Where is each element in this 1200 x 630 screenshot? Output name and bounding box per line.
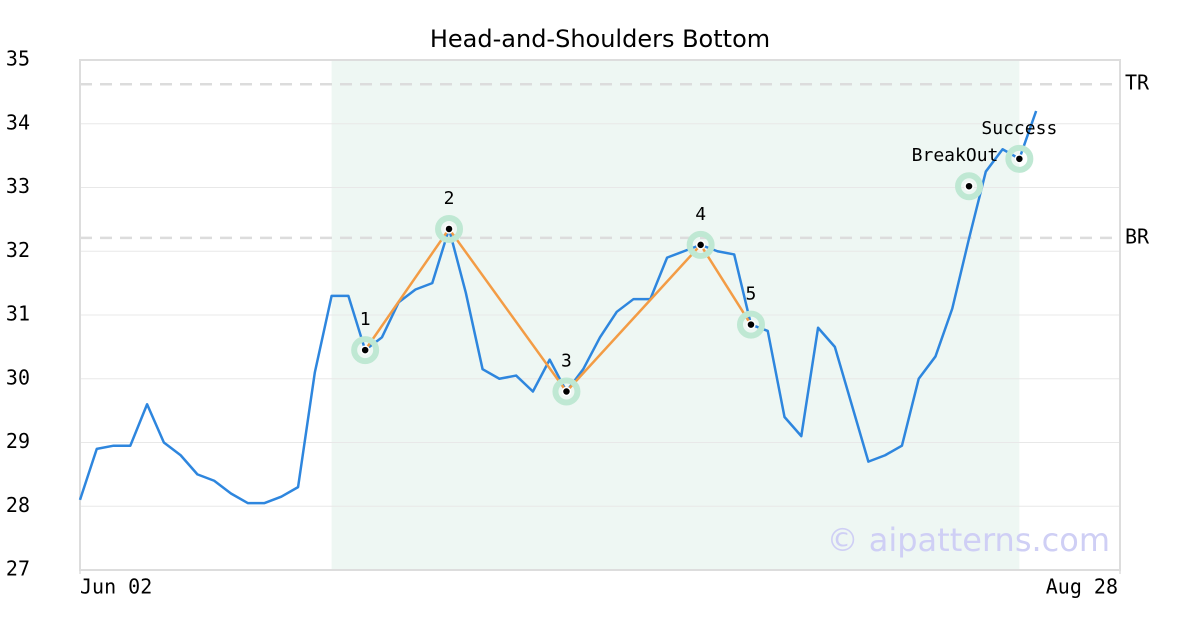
point-dot [746,319,756,330]
x-tick-label: Aug 28 [1046,575,1118,599]
y-tick-label: 34 [6,110,30,134]
plot-frame [79,59,1121,571]
y-tick-label: 30 [6,365,30,389]
y-tick-label: 35 [6,47,30,71]
point-dot [561,386,572,397]
point-halo [955,172,984,201]
y-tick-label: 31 [6,302,30,326]
point-label: 1 [360,309,371,330]
point-dot [444,224,454,234]
point-label: Success [981,118,1057,139]
point-halo [552,377,581,406]
price-line [78,110,1038,505]
point-label: 3 [561,351,572,372]
point-dot [695,240,706,250]
y-tick-label: 28 [6,493,30,517]
point-dot [964,181,974,191]
point-halo [736,310,765,339]
y-tick-label: 32 [6,238,30,262]
point-halo [1005,144,1034,173]
y-tick-label: 29 [6,429,30,453]
point-halo [686,230,715,259]
level-label: BR [1125,224,1150,248]
level-label: TR [1125,71,1150,95]
point-label: 2 [444,188,455,209]
y-tick-label: 27 [6,557,30,581]
watermark: © aipatterns.com [827,521,1110,559]
point-dot [1014,154,1025,164]
point-halo [435,214,464,243]
point-halo [351,336,380,365]
point-dot [360,345,370,355]
point-label: 4 [695,204,706,225]
x-tick-label: Jun 02 [80,575,152,599]
point-label: 5 [746,284,757,305]
point-label: BreakOut [912,145,999,166]
y-tick-label: 33 [6,174,30,198]
chart-title: Head-and-Shoulders Bottom [430,25,770,53]
